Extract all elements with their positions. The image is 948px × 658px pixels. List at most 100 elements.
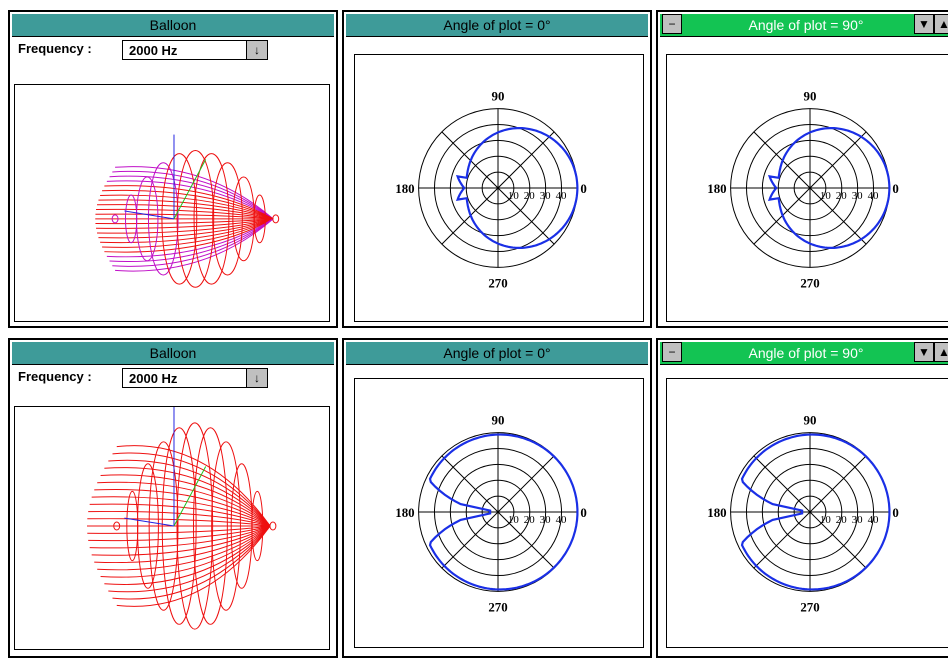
polar-angle-label: 90 (804, 90, 817, 104)
polar-plot-canvas: 90 180 0 270 10 20 30 40 (354, 54, 644, 322)
balloon-mesh-line (106, 180, 274, 220)
balloon-mesh-line (102, 189, 274, 220)
frequency-value: 2000 Hz (129, 371, 178, 386)
balloon-mesh-ring (272, 214, 280, 224)
polar-ring-label: 30 (540, 190, 551, 202)
polar-axis (753, 455, 867, 569)
window-title[interactable]: Angle of plot = 0° (346, 14, 648, 37)
polar-ring-label: 40 (868, 190, 879, 202)
balloon-mesh-line (116, 445, 271, 527)
balloon-mesh-ring (269, 521, 277, 531)
balloon-mesh-line (91, 496, 271, 527)
polar-ring-label: 10 (820, 514, 831, 526)
balloon-mesh-ring (193, 153, 230, 285)
polar-angle-label: 180 (395, 182, 414, 196)
balloon-mesh-ring (251, 490, 264, 562)
triangle-down-icon[interactable]: ▼ (914, 14, 934, 34)
polar-plot-window[interactable]: Angle of plot = 0° 90 180 0 270 10 20 30 40 (342, 338, 652, 658)
balloon-mesh-line (95, 213, 274, 220)
polar-curve (455, 127, 579, 249)
polar-ring-label: 10 (820, 190, 831, 202)
polar-ring-label: 30 (540, 514, 551, 526)
balloon-mesh-line (91, 525, 271, 556)
balloon-mesh-line (96, 208, 274, 220)
balloon-mesh-line (102, 218, 274, 248)
window-title[interactable]: Balloon (12, 342, 334, 365)
balloon-canvas (14, 406, 330, 650)
balloon-mesh-ring (211, 441, 241, 611)
balloon-mesh-ring (135, 176, 159, 262)
balloon-mesh-ring (253, 194, 266, 244)
polar-axis (753, 131, 867, 245)
polar-angle-label: 180 (395, 506, 414, 520)
polar-angle-label: 270 (800, 600, 819, 614)
balloon-axis (173, 466, 207, 527)
polar-angle-label: 90 (492, 90, 505, 104)
polar-angle-label: 180 (707, 506, 726, 520)
balloon-mesh-ring (161, 153, 198, 285)
balloon-mesh-ring (176, 422, 214, 630)
polar-plot-window[interactable]: Angle of plot = 0° 90 180 0 270 10 20 30 40 (342, 10, 652, 328)
polar-angle-label: 270 (800, 276, 819, 290)
balloon-axis (173, 159, 207, 220)
balloon-mesh-line (104, 185, 274, 220)
polar-curve (767, 127, 891, 249)
balloon-window[interactable]: Balloon Frequency : 2000 Hz ↓ (8, 10, 338, 328)
balloon-mesh-line (112, 452, 271, 527)
balloon-canvas (14, 84, 330, 322)
polar-ring-label: 20 (836, 190, 847, 202)
polar-angle-label: 270 (488, 276, 507, 290)
window-title[interactable]: Angle of plot = 90° (660, 14, 948, 37)
balloon-mesh-line (112, 525, 271, 600)
triangle-up-icon[interactable]: ▲ (934, 14, 948, 34)
balloon-mesh-line (115, 166, 274, 220)
balloon-mesh-line (89, 525, 271, 549)
polar-plot-canvas: 90 180 0 270 10 20 30 40 (354, 378, 644, 648)
polar-ring-label: 40 (868, 514, 879, 526)
balloon-mesh-line (88, 525, 271, 542)
balloon-window[interactable]: Balloon Frequency : 2000 Hz ↓ (8, 338, 338, 658)
balloon-mesh-line (112, 218, 274, 267)
balloon-mesh-line (109, 218, 274, 262)
polar-ring-label: 20 (524, 514, 535, 526)
balloon-mesh-line (87, 518, 271, 527)
polar-curve (428, 433, 579, 591)
polar-angle-label: 0 (892, 182, 898, 196)
polar-ring-label: 10 (508, 514, 519, 526)
minus-icon[interactable]: − (662, 342, 682, 362)
polar-angle-label: 0 (580, 506, 586, 520)
window-title[interactable]: Angle of plot = 0° (346, 342, 648, 365)
balloon-mesh-line (97, 218, 274, 234)
polar-angle-label: 90 (492, 414, 505, 428)
polar-axis (441, 131, 555, 245)
frequency-select[interactable]: 2000 Hz ↓ (122, 40, 268, 60)
balloon-mesh-line (96, 218, 274, 229)
window-title[interactable]: Angle of plot = 90° (660, 342, 948, 365)
polar-ring-label: 10 (508, 190, 519, 202)
balloon-mesh-ring (193, 427, 228, 625)
frame-divider (0, 0, 948, 6)
triangle-up-icon[interactable]: ▲ (934, 342, 948, 362)
frequency-select[interactable]: 2000 Hz ↓ (122, 368, 268, 388)
arrow-down-icon[interactable]: ↓ (246, 369, 267, 387)
balloon-mesh-line (104, 467, 271, 527)
balloon-axis (124, 517, 175, 527)
balloon-axis (124, 210, 175, 220)
polar-plot-canvas: 90 180 0 270 10 20 30 40 (666, 378, 948, 648)
polar-angle-label: 270 (488, 600, 507, 614)
minus-icon[interactable]: − (662, 14, 682, 34)
frequency-label: Frequency : (18, 369, 92, 384)
polar-ring-label: 20 (836, 514, 847, 526)
polar-ring-label: 20 (524, 190, 535, 202)
balloon-mesh-ring (147, 162, 179, 276)
arrow-down-icon[interactable]: ↓ (246, 41, 267, 59)
balloon-mesh-ring (113, 521, 121, 531)
balloon-mesh-line (95, 218, 274, 225)
polar-plot-window-active[interactable]: Angle of plot = 90° − ▼ ▲ 90 180 0 270 10 20 3… (656, 338, 948, 658)
polar-plot-window-active[interactable]: Angle of plot = 90° − ▼ ▲ 90 180 0 270 10 20 3… (656, 10, 948, 328)
polar-ring-label: 30 (852, 514, 863, 526)
triangle-down-icon[interactable]: ▼ (914, 342, 934, 362)
window-title[interactable]: Balloon (12, 14, 334, 37)
balloon-mesh-line (87, 525, 271, 534)
polar-plot-canvas: 90 180 0 270 10 20 30 40 (666, 54, 948, 322)
